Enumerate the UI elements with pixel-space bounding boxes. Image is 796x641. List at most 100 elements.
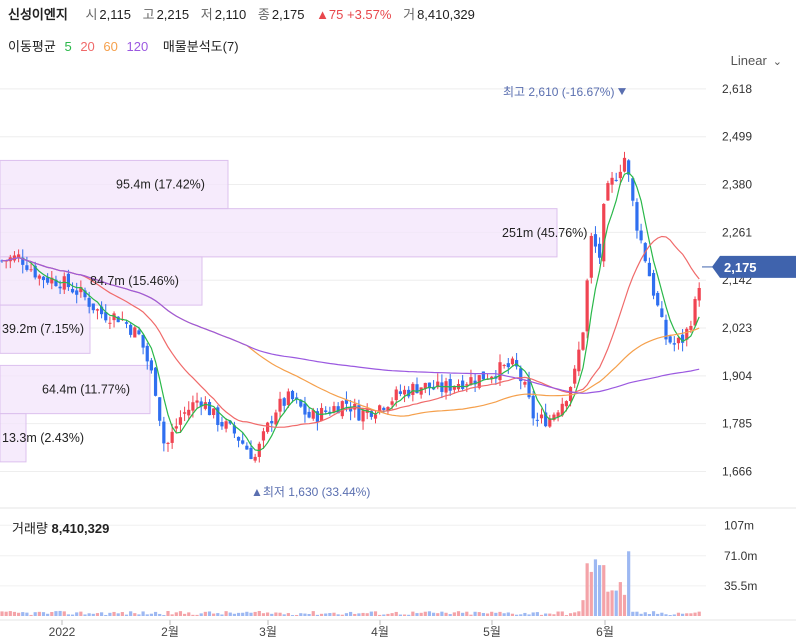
x-axis-label: 2월 [161,625,179,639]
volume-bar [643,612,647,616]
candle-body [91,303,95,311]
candle-body [531,395,535,419]
volume-bar [515,614,519,616]
volume-bar [485,613,490,616]
candle-body [344,399,349,404]
candle-body [54,279,58,287]
volume-bar [220,614,224,616]
volume-bar [149,613,153,616]
volume-bar [133,613,137,616]
moving-average-legend[interactable]: 이동평균 5 20 60 120 매물분석도(7) [8,36,244,55]
low-value: 2,110 [214,7,247,22]
volume-bar [564,615,568,616]
ma120-line [1,257,700,394]
volume-bar [407,614,411,616]
ma-period-5[interactable]: 5 [64,39,72,54]
volume-bar [606,591,610,616]
candle-body [411,383,415,395]
candle-body [79,287,83,293]
chevron-down-icon: ⌄ [772,56,782,68]
volume-bar [129,611,133,616]
volume-bar [610,590,614,616]
volume-bar [585,563,589,616]
candle-body [224,421,228,429]
volume-bar [141,611,145,616]
candle-body [523,382,527,385]
ma-period-120[interactable]: 120 [126,39,149,54]
candle-body [398,391,402,394]
volume-bar [668,615,672,616]
volume-bar [602,565,606,616]
candle-body [270,420,274,424]
candle-body [33,265,37,278]
close-value: 2,175 [271,7,305,22]
volume-panel-value: 8,410,329 [51,521,110,536]
candle-body [539,414,544,419]
candle-body [436,381,440,388]
volume-bar [448,614,452,616]
candle-body [75,290,79,295]
volume-bar [336,614,340,616]
volume-bar [120,612,124,616]
volume-bar [444,612,448,616]
ma-period-60[interactable]: 60 [103,39,118,54]
candle-body [535,419,539,421]
volume-bar [112,611,116,616]
candle-body [299,399,303,407]
volume-bar [394,611,398,616]
candle-body [266,422,270,432]
volume-bar [249,612,253,616]
candle-body [614,179,618,181]
volume-profile-bar [0,304,91,354]
candle-body [241,440,245,444]
candle-body [361,410,365,422]
candle-body [419,387,423,395]
candle-body [25,265,29,270]
candle-body [324,410,328,412]
x-axis-label: 5월 [483,625,501,639]
volume-bar [340,614,344,616]
candle-body [253,456,257,461]
candle-body [145,345,149,362]
high-price-marker: 최고 2,610 (-16.67%) [503,85,614,99]
quote-header: 신성이엔지 시 2,115 고 2,215 저 2,110 종 2,175 ▲75 +3… [8,4,483,22]
candle-body [589,235,593,278]
volume-profile-label: 39.2m (7.15%) [2,322,84,336]
candle-body [606,183,610,201]
ma-period-20[interactable]: 20 [80,39,95,54]
volume-bar [378,614,382,616]
candle-body [349,407,353,412]
volume-bar [544,613,548,616]
candle-body [133,327,137,338]
candle-body [108,322,112,324]
candle-body [610,177,614,185]
volume-bar [166,610,170,616]
volume-profile-label[interactable]: 매물분석도(7) [162,39,239,54]
candle-body [390,401,394,405]
volume-bar [647,614,651,616]
candle-body [656,292,660,306]
high-value: 2,215 [156,7,190,22]
candle-body [216,407,220,425]
candle-body [598,243,602,258]
candle-body [672,343,676,345]
volume-bar [54,611,58,616]
candle-body [286,391,290,406]
volume-bar [79,611,83,616]
candle-body [423,382,427,389]
volume-bar [627,551,631,616]
volume-tick-label: 35.5m [724,579,757,593]
x-axis-label: 2022 [49,625,76,639]
volume-bar [303,613,307,616]
volume-bar [332,612,336,616]
volume-bar [104,614,108,616]
volume-bar [174,612,178,616]
volume-bar [116,613,120,616]
scale-mode-dropdown[interactable]: Linear ⌄ [731,53,782,68]
candle-body [519,368,523,382]
candle-body [212,408,216,416]
candle-body [336,406,340,414]
candle-body [498,362,502,381]
volume-bar [162,615,166,616]
